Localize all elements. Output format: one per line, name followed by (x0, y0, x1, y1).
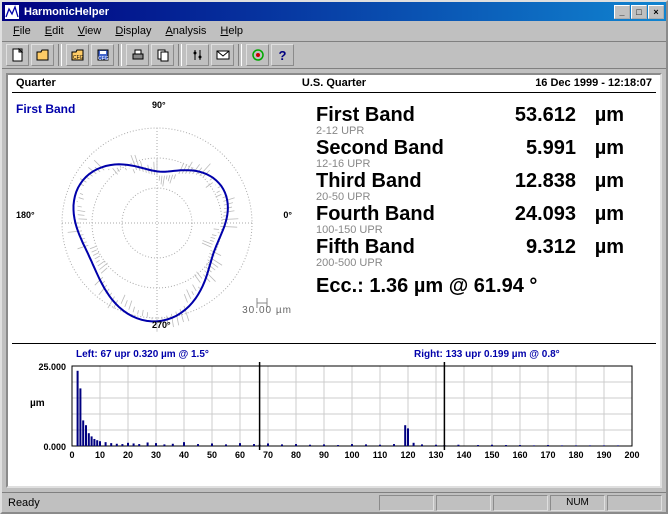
svg-text:90: 90 (319, 450, 329, 460)
band-row: Fourth Band100-150 UPR24.093µm (316, 203, 652, 236)
minimize-button[interactable]: _ (614, 5, 630, 19)
menu-view[interactable]: View (71, 23, 109, 39)
svg-text:30: 30 (151, 450, 161, 460)
toolbar: CFG CFG ? (2, 41, 666, 69)
band-row: Fifth Band200-500 UPR9.312µm (316, 236, 652, 269)
bands-table: First Band2-12 UPR53.612µmSecond Band12-… (312, 98, 656, 338)
band-name: Fifth Band (316, 236, 471, 259)
band-unit: µm (576, 170, 624, 193)
status-text: Ready (6, 497, 377, 509)
angle-label-270: 270° (152, 320, 171, 330)
band-unit: µm (576, 203, 624, 226)
window-title: HarmonicHelper (24, 6, 109, 18)
maximize-button[interactable]: □ (631, 5, 647, 19)
print-button[interactable] (126, 44, 149, 66)
svg-text:200: 200 (624, 450, 639, 460)
band-unit: µm (576, 137, 624, 160)
band-value: 9.312 (471, 236, 576, 259)
angle-label-0: 0° (283, 210, 292, 220)
svg-text:160: 160 (512, 450, 527, 460)
svg-text:CFG: CFG (73, 55, 84, 61)
angle-label-90: 90° (152, 100, 166, 110)
menu-edit[interactable]: Edit (38, 23, 71, 39)
menu-file[interactable]: File (6, 23, 38, 39)
svg-text:60: 60 (235, 450, 245, 460)
svg-text:140: 140 (456, 450, 471, 460)
band-value: 12.838 (471, 170, 576, 193)
message-button[interactable] (211, 44, 234, 66)
svg-text:100: 100 (344, 450, 359, 460)
svg-text:70: 70 (263, 450, 273, 460)
status-cell-2 (493, 495, 548, 511)
help-button[interactable]: ? (271, 44, 294, 66)
svg-text:80: 80 (291, 450, 301, 460)
open-file-button[interactable] (31, 44, 54, 66)
app-icon (4, 4, 20, 20)
settings-button[interactable] (186, 44, 209, 66)
header-center: U.S. Quarter (228, 77, 440, 89)
status-cell-0 (379, 495, 434, 511)
menubar: FileEditViewDisplayAnalysisHelp (2, 21, 666, 41)
titlebar: HarmonicHelper _ □ × (2, 2, 666, 21)
band-row: First Band2-12 UPR53.612µm (316, 104, 652, 137)
band-unit: µm (576, 236, 624, 259)
menu-help[interactable]: Help (213, 23, 250, 39)
svg-text:170: 170 (540, 450, 555, 460)
content-area: Quarter U.S. Quarter 16 Dec 1999 - 12:18… (6, 73, 662, 488)
polar-title: First Band (16, 102, 75, 116)
svg-text:40: 40 (179, 450, 189, 460)
spectrum-right-label: Right: 133 upr 0.199 µm @ 0.8° (294, 349, 632, 360)
band-name: First Band (316, 104, 471, 127)
band-row: Third Band20-50 UPR12.838µm (316, 170, 652, 203)
svg-text:110: 110 (373, 450, 388, 460)
svg-text:0: 0 (69, 450, 74, 460)
status-cell-1 (436, 495, 491, 511)
statusbar: Ready NUM (2, 492, 666, 512)
polar-chart: First Band 90° 0° 270° 180° 30.00 µm (12, 98, 312, 338)
menu-display[interactable]: Display (108, 23, 158, 39)
polar-scale: 30.00 µm (242, 305, 292, 316)
svg-text:25.000: 25.000 (38, 362, 66, 372)
svg-text:150: 150 (484, 450, 499, 460)
svg-text:CFG: CFG (98, 56, 109, 62)
band-row: Second Band12-16 UPR5.991µm (316, 137, 652, 170)
angle-label-180: 180° (16, 210, 35, 220)
band-value: 53.612 (471, 104, 576, 127)
status-cell-3: NUM (550, 495, 605, 511)
save-cfg-button[interactable]: CFG (91, 44, 114, 66)
header-left: Quarter (16, 77, 228, 89)
spectrum-chart: Left: 67 upr 0.320 µm @ 1.5° Right: 133 … (8, 345, 660, 474)
band-name: Second Band (316, 137, 471, 160)
header-right: 16 Dec 1999 - 12:18:07 (440, 77, 652, 89)
band-unit: µm (576, 104, 624, 127)
svg-text:0.000: 0.000 (43, 442, 66, 452)
status-cell-4 (607, 495, 662, 511)
svg-text:180: 180 (568, 450, 583, 460)
refresh-button[interactable] (246, 44, 269, 66)
info-header: Quarter U.S. Quarter 16 Dec 1999 - 12:18… (8, 75, 660, 91)
svg-text:120: 120 (400, 450, 415, 460)
menu-analysis[interactable]: Analysis (158, 23, 213, 39)
copy-button[interactable] (151, 44, 174, 66)
svg-text:µm: µm (30, 398, 45, 409)
close-button[interactable]: × (648, 5, 664, 19)
svg-text:10: 10 (95, 450, 105, 460)
svg-text:130: 130 (428, 450, 443, 460)
app-window: HarmonicHelper _ □ × FileEditViewDisplay… (0, 0, 668, 514)
svg-text:50: 50 (207, 450, 217, 460)
band-name: Fourth Band (316, 203, 471, 226)
band-name: Third Band (316, 170, 471, 193)
new-file-button[interactable] (6, 44, 29, 66)
band-value: 5.991 (471, 137, 576, 160)
svg-text:190: 190 (596, 450, 611, 460)
band-value: 24.093 (471, 203, 576, 226)
open-cfg-button[interactable]: CFG (66, 44, 89, 66)
svg-text:20: 20 (123, 450, 133, 460)
eccentricity-readout: Ecc.: 1.36 µm @ 61.94 ° (316, 275, 652, 298)
spectrum-left-label: Left: 67 upr 0.320 µm @ 1.5° (76, 349, 294, 360)
